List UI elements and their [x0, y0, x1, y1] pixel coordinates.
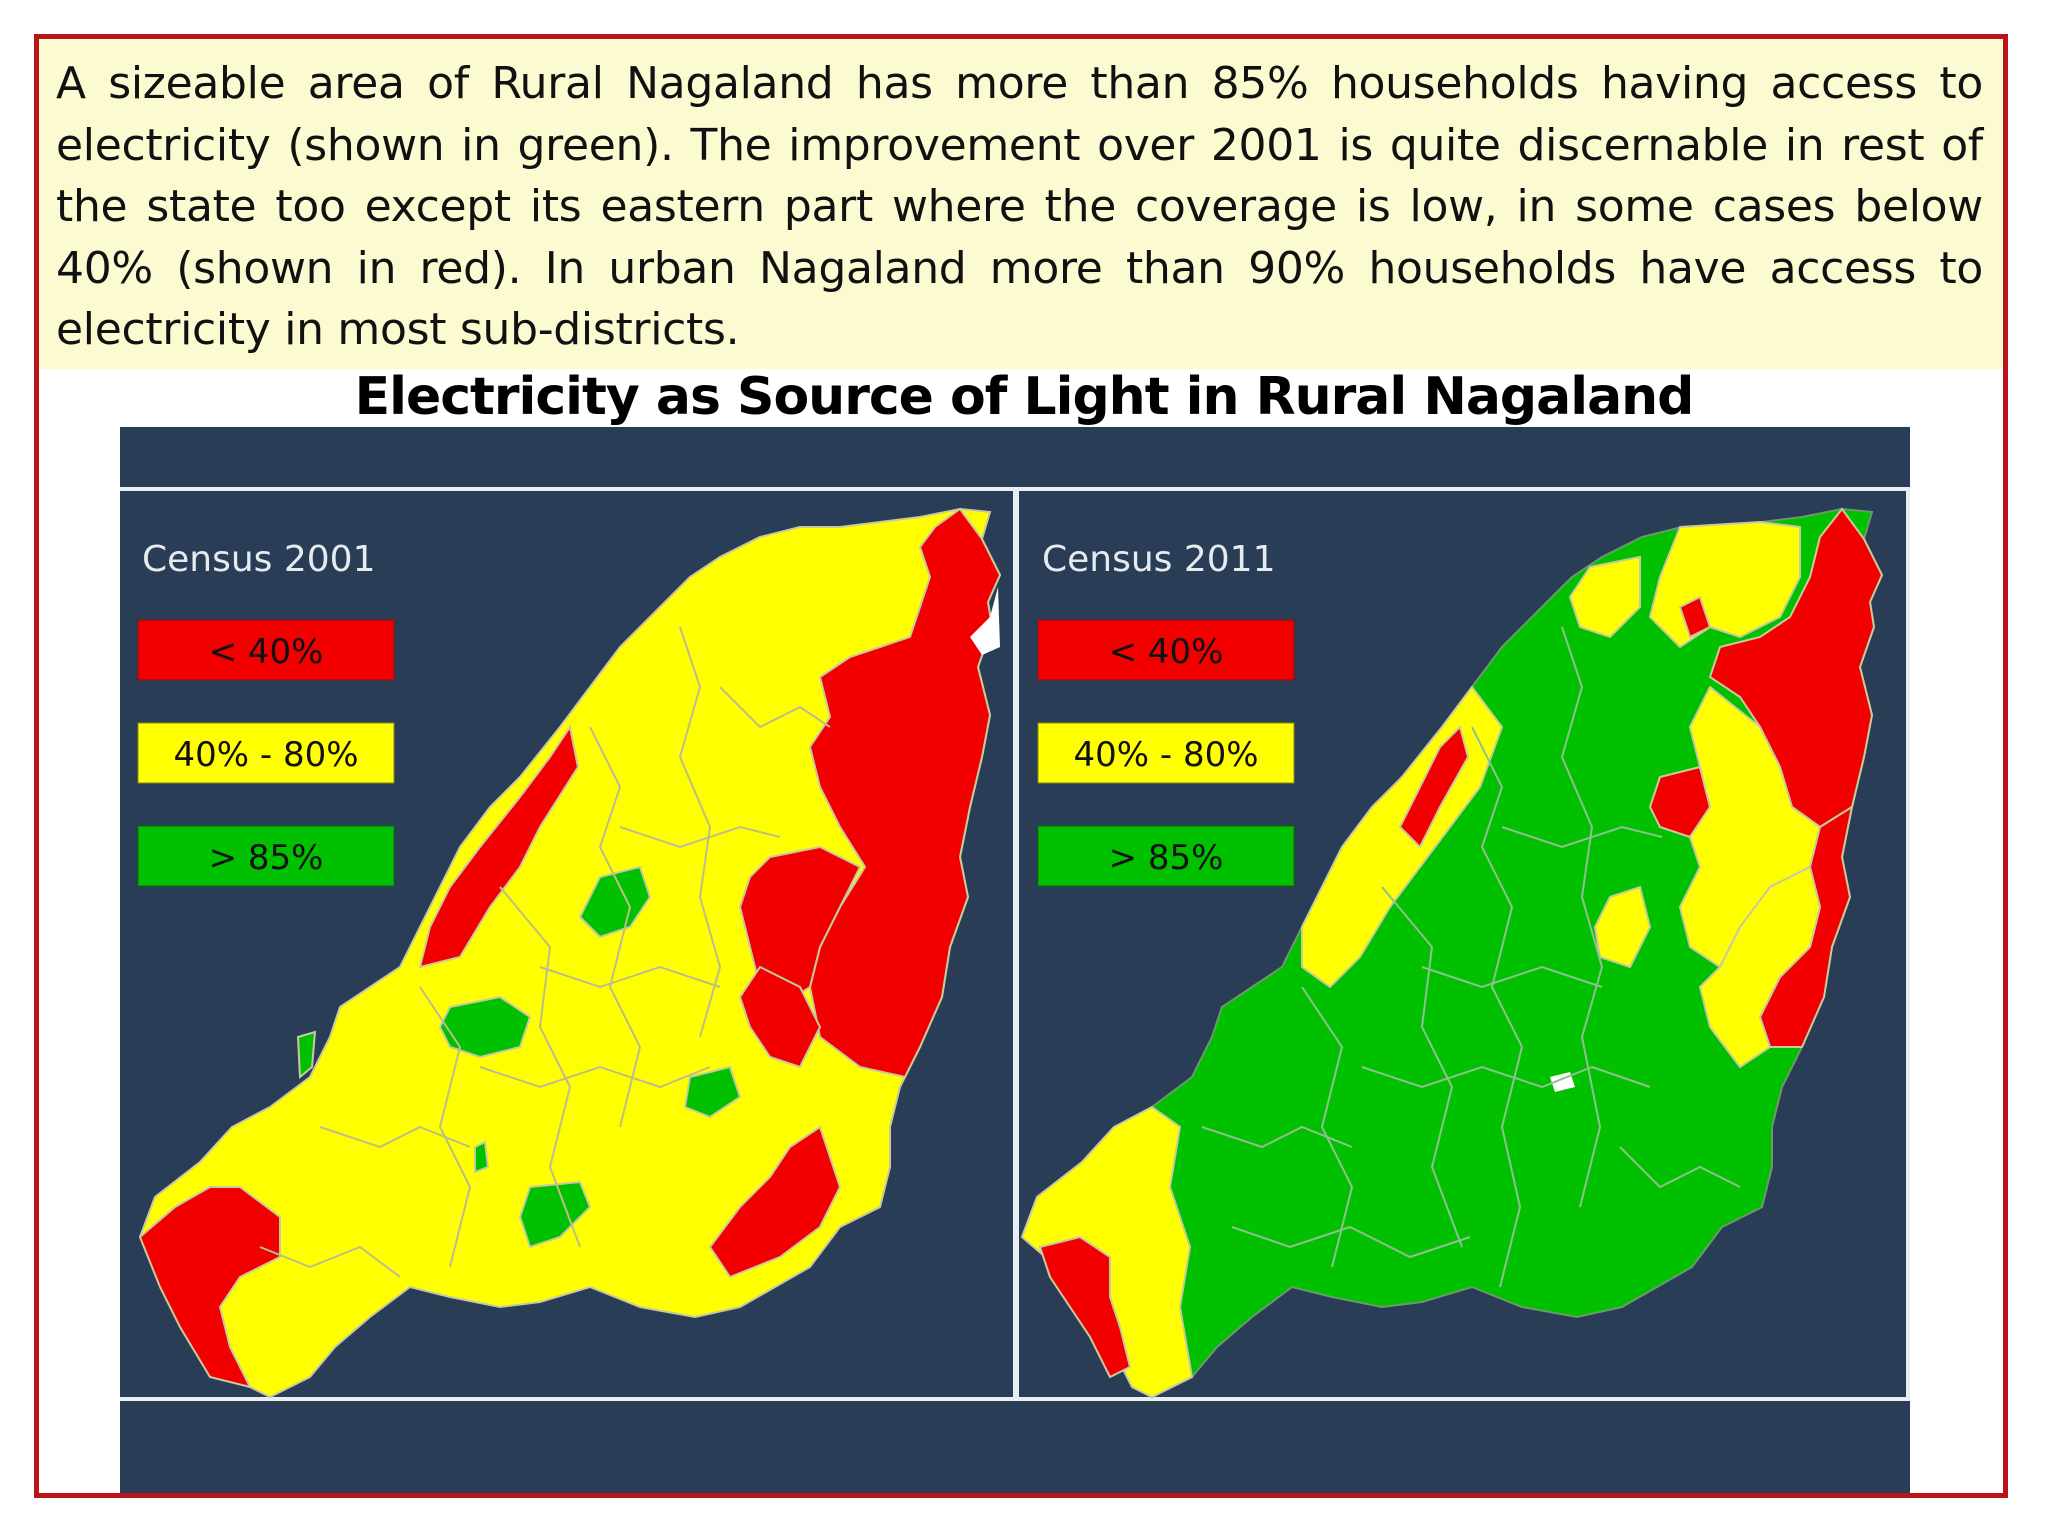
description-text: A sizeable area of Rural Nagaland has mo… [56, 58, 1983, 355]
legend-label-yellow: 40% - 80% [173, 735, 358, 775]
map-title: Electricity as Source of Light in Rural … [354, 367, 1695, 427]
center-divider [1013, 487, 1019, 1401]
legend-swatch-red [1037, 619, 1295, 681]
district-boundaries-2011 [1201, 626, 1741, 1288]
legend-label-yellow: 40% - 80% [1073, 735, 1258, 775]
description-box: A sizeable area of Rural Nagaland has mo… [39, 39, 2003, 369]
region-red-northwest-2011 [1398, 725, 1470, 849]
region-yellow-eastcentral-2011 [1698, 865, 1822, 1069]
slide-frame [34, 34, 2008, 1498]
region-red-east-small-2001 [738, 965, 822, 1069]
legend-swatch-yellow [137, 722, 395, 784]
region-green-far-west-2001 [296, 1030, 317, 1080]
region-red-southwest-2001 [138, 1186, 281, 1389]
legend-label-red: < 40% [209, 632, 324, 672]
legend-swatch-yellow [1037, 722, 1295, 784]
region-green-west-2001 [438, 995, 532, 1059]
legend-swatch-green [1037, 825, 1295, 887]
district-boundaries-2001 [259, 626, 831, 1278]
legend-label-green: > 85% [209, 838, 324, 878]
region-green-south-2001 [518, 1180, 592, 1249]
map-panel: Census 2001 < 40% 40% - 80% > 85% [120, 427, 1910, 1493]
map-census-2001: Census 2001 < 40% 40% - 80% > 85% [137, 507, 1002, 1399]
map-census-2011: Census 2011 < 40% 40% - 80% > 85% [1020, 507, 1884, 1399]
legend-swatch-red [137, 619, 395, 681]
region-red-small-2011 [1678, 595, 1712, 639]
right-divider [1906, 487, 1910, 1401]
region-red-southwest-2011 [1038, 1235, 1132, 1379]
census-2001-label: Census 2001 [142, 539, 376, 580]
legend-census-2011: < 40% 40% - 80% > 85% [1037, 619, 1295, 887]
region-red-northeast-2001 [808, 507, 1002, 1079]
legend-label-green: > 85% [1109, 838, 1224, 878]
region-white-notch-2001 [970, 587, 1000, 655]
census-2011-label: Census 2011 [1042, 539, 1276, 580]
legend-swatch-green [137, 825, 395, 887]
region-green-central-2001 [578, 865, 652, 939]
legend-label-red: < 40% [1109, 632, 1224, 672]
region-red-northwest-2001 [418, 724, 580, 969]
region-red-southeast-2001 [708, 1125, 842, 1279]
region-yellow-north2-2011 [1568, 555, 1641, 639]
region-green-east-2001 [683, 1065, 742, 1119]
legend-census-2001: < 40% 40% - 80% > 85% [137, 619, 395, 887]
region-green-small-2001 [474, 1140, 490, 1174]
region-yellow-mid-2011 [1593, 885, 1652, 969]
